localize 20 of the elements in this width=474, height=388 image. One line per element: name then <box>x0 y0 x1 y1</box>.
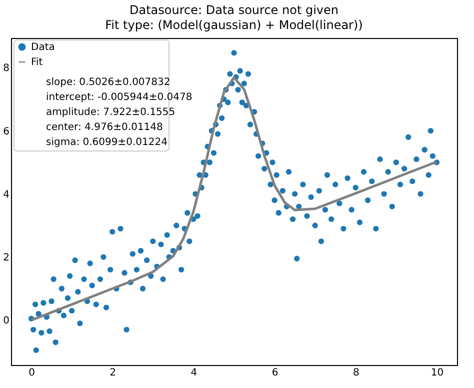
annotation: intercept: -0.005944±0.0478 <box>46 92 192 103</box>
x-tick-label: 2 <box>110 368 116 378</box>
y-tick-label: 2 <box>3 252 10 264</box>
annotation: sigma: 0.6099±0.01224 <box>46 137 168 148</box>
x-tick-label: 10 <box>430 368 444 378</box>
x-tick-label: 6 <box>272 368 278 378</box>
x-tick-label: 0 <box>28 368 35 378</box>
legend-label: Data <box>31 42 55 53</box>
y-tick-label: 6 <box>3 126 10 138</box>
x-tick-label: 4 <box>190 368 198 378</box>
y-tick-label: 8 <box>3 63 10 74</box>
legend-label: Fit <box>31 57 43 68</box>
annotation: slope: 0.5026±0.007832 <box>46 77 170 88</box>
y-tick-label: 4 <box>3 189 10 200</box>
x-tick-label: 8 <box>352 368 360 378</box>
annotation: amplitude: 7.922±0.1555 <box>46 107 176 118</box>
chart-title: Datasource: Data source not given <box>130 3 338 17</box>
annotation: center: 4.976±0.01148 <box>46 122 163 133</box>
y-tick-label: 0 <box>3 316 10 327</box>
chart-subtitle: Fit type: (Model(gaussian) + Model(linear)) <box>105 18 363 32</box>
